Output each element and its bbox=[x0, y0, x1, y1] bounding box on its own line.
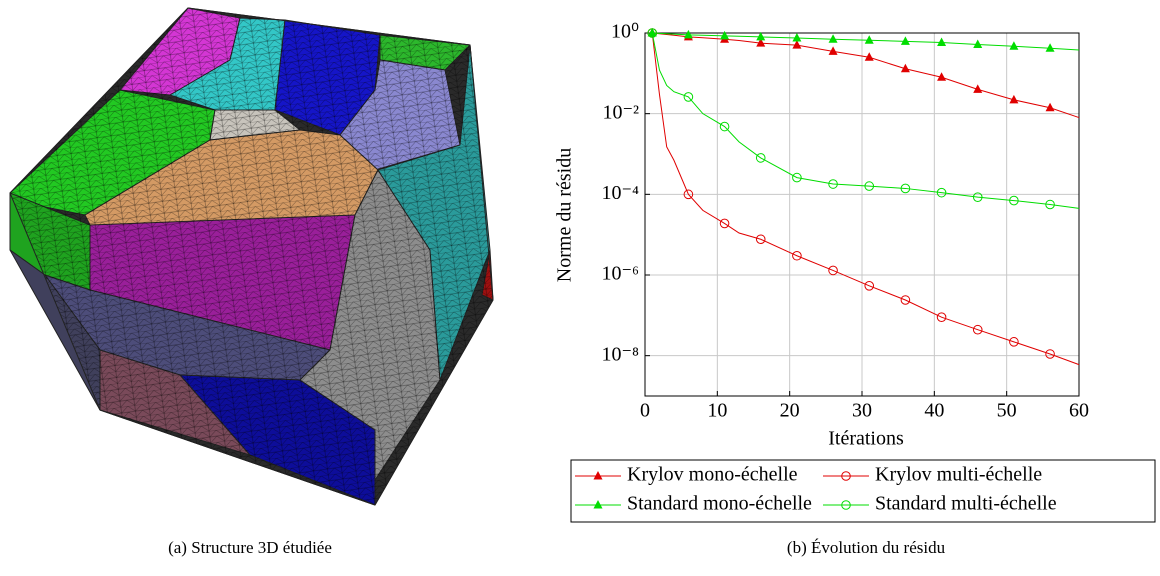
marker bbox=[792, 172, 802, 183]
series-line bbox=[651, 32, 1080, 209]
marker bbox=[1009, 94, 1019, 104]
marker bbox=[755, 153, 766, 163]
marker bbox=[900, 36, 910, 45]
marker bbox=[1009, 195, 1019, 206]
x-tick-label: 50 bbox=[997, 400, 1017, 422]
y-tick-label: 10⁻⁴ bbox=[601, 182, 639, 204]
x-axis-label: Itérations bbox=[828, 428, 904, 450]
legend-label: Standard mono-échelle bbox=[627, 493, 812, 515]
legend-marker bbox=[841, 471, 851, 481]
marker bbox=[1045, 349, 1055, 359]
marker bbox=[864, 52, 874, 61]
series-line bbox=[651, 32, 1080, 366]
marker bbox=[900, 295, 911, 305]
legend-marker bbox=[841, 500, 851, 510]
marker bbox=[900, 183, 911, 194]
legend-box bbox=[570, 459, 1156, 523]
marker bbox=[647, 28, 657, 37]
marker bbox=[973, 84, 983, 93]
marker bbox=[683, 189, 694, 200]
marker bbox=[937, 37, 947, 47]
marker bbox=[972, 324, 983, 335]
marker bbox=[1045, 43, 1055, 52]
y-tick-label: 10⁰ bbox=[611, 21, 639, 43]
caption: (a) Structure 3D étudiée bbox=[168, 538, 332, 557]
marker bbox=[683, 92, 694, 102]
y-axis-label: Norme du résidu bbox=[554, 148, 576, 282]
plot-frame bbox=[644, 32, 1080, 397]
caption: (b) Évolution du résidu bbox=[787, 538, 946, 557]
x-tick-label: 10 bbox=[707, 400, 727, 422]
marker bbox=[864, 35, 874, 44]
marker bbox=[828, 265, 838, 276]
marker bbox=[1009, 337, 1019, 347]
marker bbox=[792, 40, 802, 49]
marker bbox=[683, 29, 693, 39]
marker bbox=[647, 28, 658, 38]
x-tick-label: 20 bbox=[780, 400, 800, 422]
marker bbox=[864, 181, 875, 191]
marker bbox=[719, 218, 730, 229]
marker bbox=[936, 312, 947, 322]
marker bbox=[792, 33, 802, 42]
marker bbox=[936, 187, 947, 198]
marker bbox=[973, 39, 983, 48]
marker bbox=[900, 63, 910, 73]
mesh-cube bbox=[9, 7, 494, 506]
marker bbox=[828, 179, 838, 189]
marker bbox=[1045, 199, 1055, 210]
marker bbox=[792, 250, 802, 261]
marker bbox=[828, 46, 838, 55]
legend-marker bbox=[593, 471, 603, 480]
marker bbox=[756, 31, 766, 41]
legend-marker bbox=[593, 500, 603, 509]
marker bbox=[720, 30, 730, 40]
y-tick-label: 10⁻⁶ bbox=[601, 263, 639, 285]
legend-label: Krylov mono-échelle bbox=[627, 464, 798, 486]
marker bbox=[828, 34, 838, 43]
legend-label: Krylov multi-échelle bbox=[875, 464, 1042, 486]
marker bbox=[719, 121, 730, 132]
marker bbox=[864, 280, 875, 291]
series-line bbox=[652, 32, 1080, 51]
marker bbox=[1009, 41, 1019, 50]
marker bbox=[1045, 102, 1055, 112]
y-tick-label: 10⁻² bbox=[602, 101, 639, 123]
x-tick-label: 40 bbox=[924, 400, 944, 422]
marker bbox=[972, 192, 983, 202]
x-tick-label: 60 bbox=[1069, 400, 1089, 422]
y-tick-label: 10⁻⁸ bbox=[601, 343, 639, 365]
series-line bbox=[652, 32, 1080, 119]
x-tick-label: 0 bbox=[640, 400, 650, 422]
marker bbox=[756, 38, 766, 47]
legend-label: Standard multi-échelle bbox=[875, 493, 1057, 515]
marker bbox=[937, 72, 947, 81]
x-tick-label: 30 bbox=[852, 400, 872, 422]
marker bbox=[755, 234, 766, 245]
